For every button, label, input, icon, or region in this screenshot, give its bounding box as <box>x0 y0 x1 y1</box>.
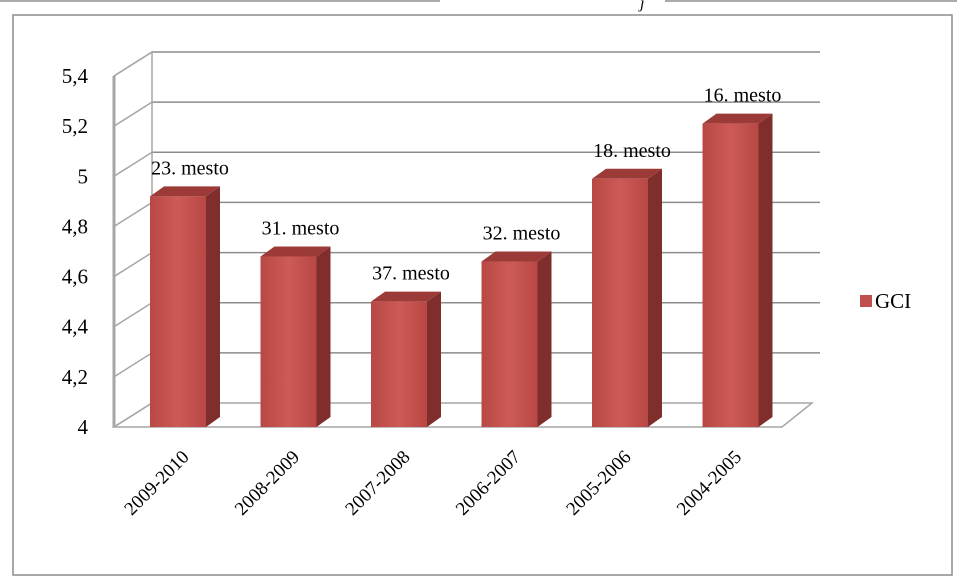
gridline-diagonal <box>113 201 153 228</box>
bar-front <box>592 178 648 427</box>
gridline-diagonal <box>113 251 153 278</box>
x-category-label: 2005-2006 <box>562 447 635 520</box>
bar-side <box>537 251 552 427</box>
bar-top <box>150 186 220 197</box>
y-tick-label: 4,4 <box>62 315 89 339</box>
x-category-label: 2006-2007 <box>452 447 525 520</box>
gridline-diagonal <box>113 352 153 378</box>
y-tick-label: 4,6 <box>62 265 88 289</box>
bar-front <box>481 261 538 427</box>
bar-side <box>316 246 331 427</box>
bar <box>481 251 552 427</box>
bar <box>150 186 220 427</box>
data-label: 32. mesto <box>483 223 561 245</box>
legend-label: GCI <box>875 289 911 313</box>
bar-top <box>702 113 773 124</box>
data-label: 16. mesto <box>704 85 782 107</box>
y-axis-ticks: 4 4,2 4,4 4,6 4,8 5 5,2 5,4 <box>62 64 89 439</box>
x-category-label: 2007-2008 <box>341 447 414 520</box>
bar-top <box>592 168 662 179</box>
x-category-label: 2009-2010 <box>120 447 193 520</box>
bar-top <box>481 251 552 262</box>
bar <box>592 168 662 428</box>
bar-side <box>758 113 773 427</box>
y-tick-label: 4 <box>78 415 89 439</box>
gridline-diagonal <box>113 151 153 177</box>
data-label: 37. mesto <box>372 263 450 285</box>
y-tick-label: 4,8 <box>62 214 88 238</box>
bars <box>150 113 773 428</box>
bar-front <box>702 123 759 427</box>
plot-left-wall <box>113 50 153 428</box>
x-category-label: 2004-2005 <box>673 447 746 520</box>
bar <box>371 291 441 427</box>
legend: GCI <box>860 289 911 313</box>
legend-swatch <box>860 295 872 307</box>
bar-side <box>648 168 662 428</box>
bar-side <box>427 291 441 427</box>
data-labels: 23. mesto 31. mesto 37. mesto 32. mesto 18. … <box>151 85 781 285</box>
x-axis-categories: 2009-2010 2008-2009 2007-2008 2006-2007 2005… <box>120 447 746 520</box>
bar-front <box>371 301 427 427</box>
bar-front <box>260 256 317 427</box>
bar-side <box>206 186 220 427</box>
cut-off-title-fragment: j <box>638 0 645 12</box>
chart-frame <box>12 14 953 576</box>
x-category-label: 2008-2009 <box>231 447 304 520</box>
data-label: 23. mesto <box>151 157 229 179</box>
y-tick-label: 5,4 <box>62 64 89 88</box>
bar-front <box>150 196 206 427</box>
gridline-diagonal <box>113 302 153 328</box>
y-tick-label: 4,2 <box>62 365 88 389</box>
y-tick-label: 5,2 <box>62 114 88 138</box>
bar <box>702 113 773 427</box>
bar-top <box>371 291 441 302</box>
data-label: 18. mesto <box>593 140 671 162</box>
gridline-diagonal <box>113 101 153 127</box>
bar-top <box>260 246 331 257</box>
data-label: 31. mesto <box>262 218 340 240</box>
bar <box>260 246 331 427</box>
y-tick-label: 5 <box>78 164 89 188</box>
